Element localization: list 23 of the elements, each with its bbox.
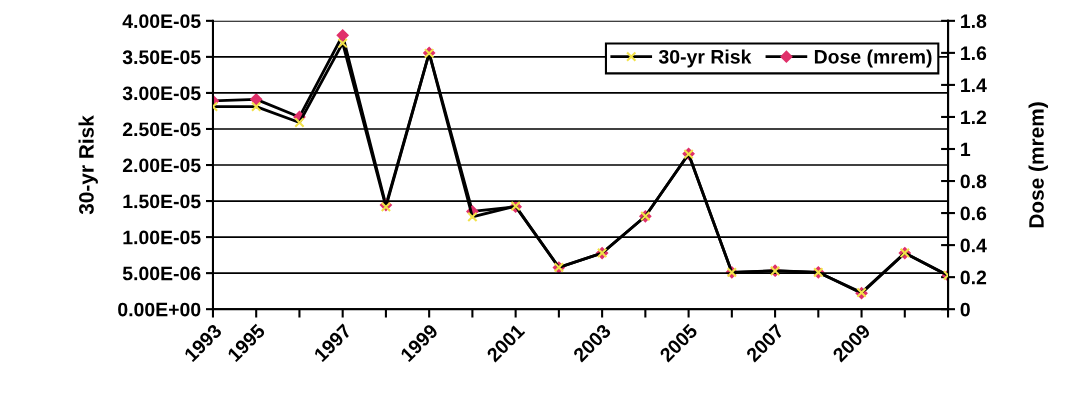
y-tick-label: 1.00E-05 [123,230,201,245]
y-tick-label: 5.00E-06 [122,266,201,281]
y2-tick-label: 1 [961,142,971,157]
y2-tick-label: 0.6 [960,206,987,221]
y-tick-label: 1.50E-05 [123,194,201,209]
y2-tick-label: 1.8 [961,14,987,29]
y-tick-label: 3.50E-05 [122,50,201,65]
y-tick-label: 3.00E-05 [122,86,201,101]
y-tick-label: 0.00E+00 [118,302,201,317]
legend-label: Dose (mrem) [814,49,932,68]
y2-tick-label: 0 [960,302,970,317]
y2-tick-label: 0.4 [960,238,987,253]
y-tick-label: 2.50E-05 [122,122,201,137]
y2-tick-label: 1.2 [961,110,987,124]
y2-tick-label: 0.2 [960,270,987,285]
legend-label: 30-yr Risk [658,49,752,68]
y-axis-title: 30-yr Risk [78,115,98,215]
y2-tick-label: 1.4 [961,78,987,92]
y2-tick-label: 0.8 [960,174,987,189]
y2-axis-title: Dose (mrem) [1028,102,1048,228]
y2-tick-label: 1.6 [961,46,987,61]
y-tick-label: 2.00E-05 [122,158,201,173]
y-tick-label: 4.00E-05 [122,14,201,29]
